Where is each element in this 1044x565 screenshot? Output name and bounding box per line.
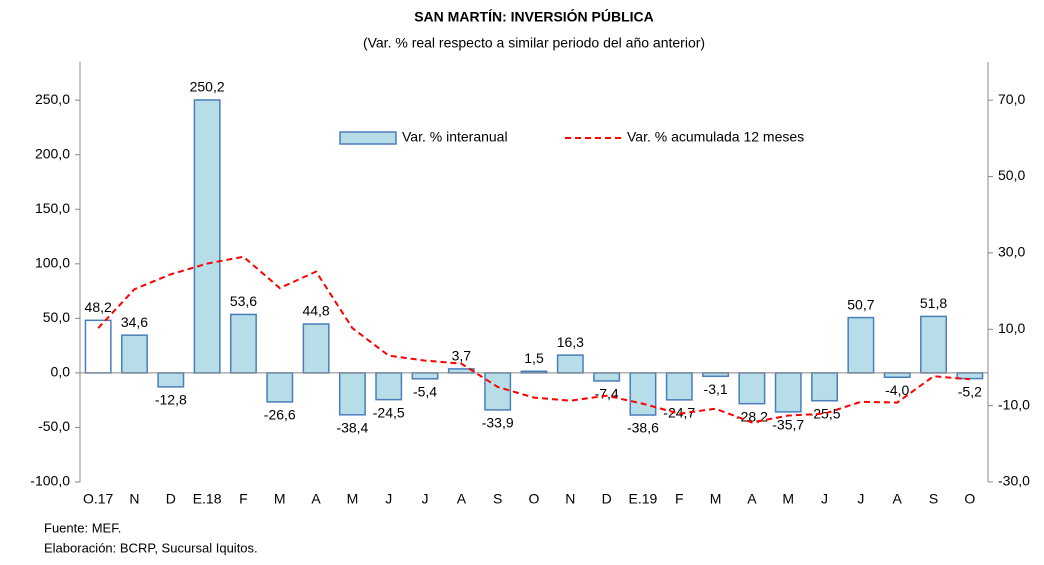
- bar: [121, 334, 148, 374]
- x-tick-label: M: [347, 491, 359, 507]
- data-label: 34,6: [121, 314, 148, 330]
- y-tick-label: 200,0: [35, 145, 70, 161]
- x-tick-label: J: [385, 491, 392, 507]
- data-label: 48,2: [85, 299, 112, 315]
- x-tick-label: A: [457, 491, 467, 507]
- legend-swatch: [339, 131, 397, 145]
- bar: [375, 372, 403, 401]
- bar: [266, 372, 294, 403]
- data-label: -12,8: [155, 392, 187, 408]
- y-tick-label: 0,0: [51, 364, 71, 380]
- bar: [229, 313, 257, 374]
- data-label: -38,4: [336, 420, 368, 436]
- data-label: -7,4: [595, 386, 619, 402]
- x-tick-label: M: [782, 491, 794, 507]
- bar: [629, 372, 657, 416]
- bar: [84, 319, 112, 374]
- line: [97, 255, 970, 424]
- bar: [593, 372, 621, 382]
- legend-label: Var. % interanual: [402, 129, 508, 145]
- x-tick-label: O.17: [83, 491, 114, 507]
- x-tick-label: D: [166, 491, 176, 507]
- bar: [193, 99, 221, 374]
- data-label: 1,5: [524, 350, 544, 366]
- data-label: -26,6: [264, 407, 296, 423]
- x-tick-label: S: [929, 491, 938, 507]
- y-tick-label: -50,0: [38, 418, 70, 434]
- x-tick-label: E.19: [629, 491, 658, 507]
- y2-tick-label: 10,0: [998, 320, 1025, 336]
- data-label: 250,2: [190, 79, 225, 95]
- data-label: 50,7: [847, 296, 874, 312]
- x-tick-label: M: [710, 491, 722, 507]
- y-tick-label: 150,0: [35, 200, 70, 216]
- x-tick-label: A: [747, 491, 757, 507]
- bar: [302, 323, 330, 374]
- x-tick-label: D: [602, 491, 612, 507]
- x-tick-label: F: [675, 491, 684, 507]
- x-tick-label: O: [964, 491, 975, 507]
- bar: [738, 372, 766, 405]
- y-tick-label: -100,0: [30, 473, 70, 489]
- x-tick-label: E.18: [193, 491, 222, 507]
- x-tick-label: J: [422, 491, 429, 507]
- y2-tick-label: 50,0: [998, 167, 1025, 183]
- y2-tick-label: 70,0: [998, 91, 1025, 107]
- bar: [484, 372, 512, 411]
- bar: [556, 354, 584, 374]
- x-tick-label: A: [893, 491, 903, 507]
- bar: [811, 372, 839, 402]
- bar: [665, 372, 693, 401]
- x-tick-label: O: [529, 491, 540, 507]
- bar: [883, 372, 911, 379]
- bar: [702, 372, 730, 378]
- bar: [411, 372, 439, 380]
- x-tick-label: N: [565, 491, 575, 507]
- y-tick-label: 50,0: [43, 309, 70, 325]
- x-tick-label: S: [493, 491, 502, 507]
- x-tick-label: F: [239, 491, 248, 507]
- chart-title: SAN MARTÍN: INVERSIÓN PÚBLICA: [414, 8, 654, 25]
- bar: [157, 372, 185, 388]
- x-tick-label: J: [821, 491, 828, 507]
- data-label: 16,3: [557, 334, 584, 350]
- data-label: -25,5: [809, 405, 841, 421]
- x-tick-label: J: [857, 491, 864, 507]
- data-label: 53,6: [230, 293, 257, 309]
- bar: [774, 372, 802, 413]
- y2-tick-label: -10,0: [998, 396, 1030, 412]
- y2-tick-label: 30,0: [998, 244, 1025, 260]
- data-label: 44,8: [302, 303, 329, 319]
- data-label: -4,0: [885, 382, 909, 398]
- y-tick-label: 100,0: [35, 255, 70, 271]
- data-label: -38,6: [627, 420, 659, 436]
- credit-note: Elaboración: BCRP, Sucursal Iquitos.: [44, 540, 258, 555]
- y-tick-label: 250,0: [35, 91, 70, 107]
- data-label: -3,1: [704, 381, 728, 397]
- data-label: -35,7: [772, 417, 804, 433]
- data-label: -24,5: [373, 404, 405, 420]
- x-tick-label: M: [274, 491, 286, 507]
- bar: [847, 316, 875, 374]
- data-label: -24,7: [663, 405, 695, 421]
- data-label: 3,7: [452, 348, 472, 364]
- chart-subtitle: (Var. % real respecto a similar periodo …: [363, 35, 705, 51]
- x-tick-label: A: [311, 491, 321, 507]
- x-tick-label: N: [129, 491, 139, 507]
- data-label: -5,4: [413, 384, 437, 400]
- data-label: -33,9: [482, 415, 514, 431]
- data-label: -5,2: [958, 383, 982, 399]
- legend-label: Var. % acumulada 12 meses: [627, 129, 804, 145]
- data-label: 51,8: [920, 295, 947, 311]
- bar: [920, 315, 947, 374]
- source-note: Fuente: MEF.: [44, 520, 121, 535]
- bar: [338, 372, 366, 416]
- y2-tick-label: -30,0: [998, 473, 1030, 489]
